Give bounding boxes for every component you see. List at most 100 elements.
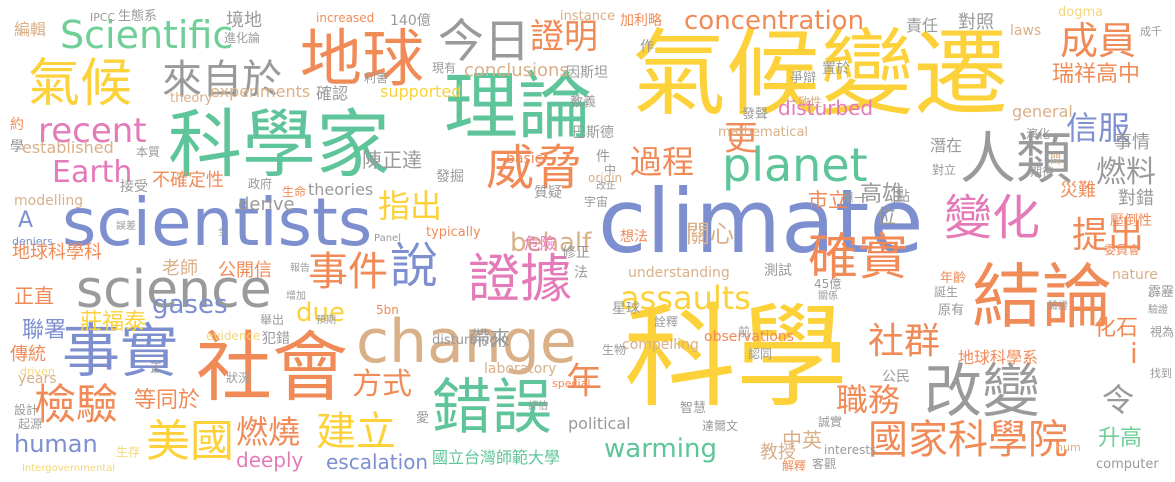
word-燃燒: 燃燒 xyxy=(236,413,301,451)
word-recent: recent xyxy=(38,111,147,151)
word-IPCC: IPCC xyxy=(90,11,116,24)
word-進化論: 進化論 xyxy=(224,31,261,45)
word-theory: theory xyxy=(170,91,213,106)
word-正: 正 xyxy=(150,361,163,375)
word-美國: 美國 xyxy=(146,416,234,467)
word-教授: 教授 xyxy=(760,442,796,463)
word-deeply: deeply xyxy=(236,448,304,472)
word-對錯: 對錯 xyxy=(1118,188,1154,209)
word-變化: 變化 xyxy=(944,190,1041,246)
word-過程: 過程 xyxy=(630,143,695,181)
word-約: 約 xyxy=(10,117,24,133)
word-學: 學 xyxy=(10,139,24,155)
word-增加: 增加 xyxy=(286,291,306,302)
word-測試: 測試 xyxy=(764,263,792,279)
word-霹靂: 霹靂 xyxy=(1148,285,1175,300)
word-瑞祥高中: 瑞祥高中 xyxy=(1052,62,1141,87)
word-檢驗: 檢驗 xyxy=(34,380,119,429)
word-生命: 生命 xyxy=(282,185,307,199)
word-年齡: 年齡 xyxy=(940,271,967,286)
word-years: years xyxy=(18,371,57,387)
word-人類: 人類 xyxy=(960,127,1072,192)
word-evidence: evidence xyxy=(206,329,261,343)
word-質疑: 質疑 xyxy=(534,185,562,201)
word-達爾文: 達爾文 xyxy=(702,419,739,433)
word-找到: 找到 xyxy=(1150,367,1172,380)
word-basic: basic xyxy=(506,151,543,167)
word-發掘: 發掘 xyxy=(436,169,464,185)
word-compelling: compelling xyxy=(622,337,699,353)
word-帶來: 帶來 xyxy=(470,326,510,350)
word-interests: interests xyxy=(824,443,877,457)
word-因斯坦: 因斯坦 xyxy=(566,65,608,81)
word-星球: 星球 xyxy=(612,301,640,317)
word-科學: 科學 xyxy=(624,293,848,423)
word-成員: 成員 xyxy=(1060,19,1137,63)
word-聯署: 聯署 xyxy=(22,318,67,343)
word-來自於: 來自於 xyxy=(162,57,282,103)
word-地球科學系: 地球科學系 xyxy=(958,348,1039,367)
word-爭辯: 爭辯 xyxy=(790,71,817,86)
word-預期: 預期 xyxy=(316,315,336,326)
word-established: established xyxy=(22,138,114,157)
word-件: 件 xyxy=(596,149,610,165)
word-境地: 境地 xyxy=(226,10,262,31)
word-間: 間 xyxy=(1050,153,1061,166)
word-experiments: experiments xyxy=(210,82,311,101)
word-確實: 確實 xyxy=(808,228,908,286)
word-hum: hum xyxy=(1056,441,1081,454)
word-誠實: 誠實 xyxy=(818,415,843,429)
word-氣候變遷: 氣候變遷 xyxy=(632,20,1009,129)
word-客觀: 客觀 xyxy=(812,457,837,471)
word-關心: 關心 xyxy=(686,220,734,248)
word-改變: 改變 xyxy=(924,357,1041,425)
word-modelling: modelling xyxy=(14,193,84,209)
word-建立: 建立 xyxy=(316,409,396,455)
word-評估: 評估 xyxy=(528,401,548,412)
word-conclusions: conclusions xyxy=(464,60,569,81)
word-指出: 指出 xyxy=(378,187,443,225)
word-單一: 單一 xyxy=(842,191,867,205)
word-陳正達: 陳正達 xyxy=(362,148,422,172)
word-gases: gases xyxy=(152,290,228,320)
word-宇宙: 宇宙 xyxy=(584,195,609,209)
word-燃料: 燃料 xyxy=(1096,155,1156,190)
word-想法: 想法 xyxy=(620,229,648,245)
word-mathematical: mathematical xyxy=(718,125,809,140)
word-140億: 140億 xyxy=(390,13,431,29)
word-氣候: 氣候 xyxy=(28,54,133,114)
word-computer: computer xyxy=(1096,457,1159,472)
word-錯誤: 錯誤 xyxy=(432,373,552,443)
word-莊福泰: 莊福泰 xyxy=(80,310,147,335)
word-derive: derive xyxy=(238,194,295,215)
word-生物: 生物 xyxy=(602,343,627,357)
word-傳統: 傳統 xyxy=(10,344,46,365)
word-disturbed: disturbed xyxy=(778,96,874,120)
word-warming: warming xyxy=(604,434,717,464)
word-關係: 關係 xyxy=(818,291,838,302)
word-方式: 方式 xyxy=(352,367,412,402)
word-全: 全 xyxy=(218,227,228,238)
word-Intergovernmental: Intergovernmental xyxy=(22,463,116,474)
word-設計: 設計 xyxy=(14,403,39,417)
word-信服: 信服 xyxy=(1066,109,1131,147)
word-驗證-2: 驗證 xyxy=(1048,301,1068,312)
word-提出: 提出 xyxy=(1072,215,1145,256)
word-change: change xyxy=(356,307,577,377)
word-舉出: 舉出 xyxy=(260,313,285,327)
word-巴斯德: 巴斯德 xyxy=(572,125,614,141)
word-國家科學院: 國家科學院 xyxy=(868,417,1068,463)
word-45億: 45億 xyxy=(814,277,842,291)
word-事情: 事情 xyxy=(1114,132,1150,153)
word-一致性: 一致性 xyxy=(786,95,823,109)
word-原有: 原有 xyxy=(938,303,965,318)
word-老師: 老師 xyxy=(162,258,198,279)
word-A: A xyxy=(18,208,34,233)
word-Panel: Panel xyxy=(374,233,401,244)
word-planet: planet xyxy=(722,138,868,192)
word-發聲: 發聲 xyxy=(742,107,769,122)
word-利害: 利害 xyxy=(364,71,389,85)
word-special: special xyxy=(552,377,591,390)
word-演化: 演化 xyxy=(1026,127,1051,141)
word-instance: instance xyxy=(560,9,616,24)
